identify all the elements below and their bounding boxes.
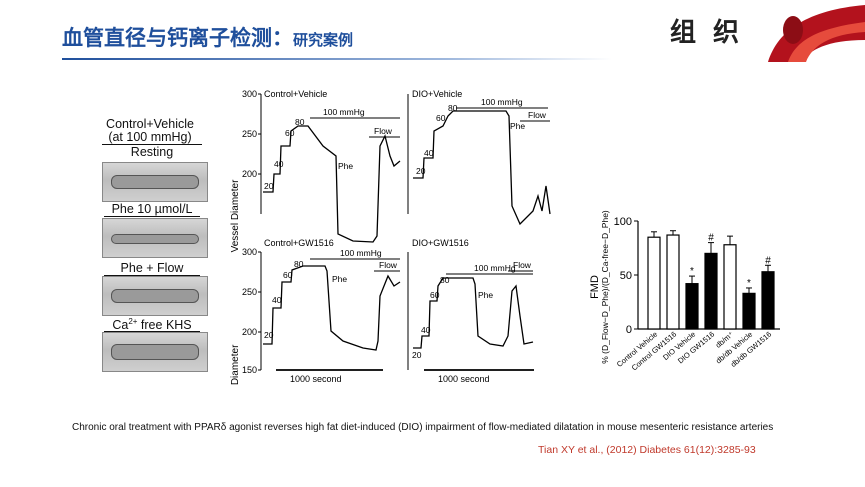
divider — [102, 144, 202, 145]
step-label: 40 — [274, 159, 284, 169]
slide-title-main: 血管直径与钙离子检测： — [62, 26, 293, 50]
trace-panel-control-vehicle: 300 250 200 Control+Vehicle 100 mmHg 20 … — [242, 89, 401, 243]
image-panel-title-1: Control+Vehicle — [106, 117, 194, 131]
flow-label: Flow — [374, 126, 393, 136]
vessel-image-ca-free — [102, 332, 208, 372]
tick: 300 — [242, 89, 257, 99]
tick: 300 — [242, 247, 257, 257]
trace-panel-dio-gw1516: DIO+GW1516 100 mmHg 20 40 60 80 Phe Flow… — [407, 238, 534, 384]
step-label: 80 — [448, 103, 458, 113]
image-label-ca-free: Ca2+ free KHS — [112, 317, 192, 333]
divider — [104, 275, 200, 276]
corner-label: 组 织 — [670, 18, 744, 48]
time-scale-label: 1000 second — [438, 374, 490, 384]
step-label: 40 — [421, 325, 431, 335]
bar — [723, 244, 737, 330]
vessel-image-phe-flow — [102, 276, 208, 316]
bar — [742, 292, 756, 330]
bar — [647, 236, 661, 330]
bar-y-tick-label: 0 — [626, 324, 632, 336]
bar-y-tick-label: 50 — [620, 270, 632, 282]
step-label: 40 — [272, 295, 282, 305]
pressure-label: 100 mmHg — [481, 97, 523, 107]
panel-title: Control+GW1516 — [264, 238, 334, 248]
step-label: 20 — [264, 181, 274, 191]
step-label: 60 — [285, 128, 295, 138]
pressure-label: 100 mmHg — [323, 107, 365, 117]
slide-title: 血管直径与钙离子检测：研究案例 — [62, 22, 353, 52]
tick: 250 — [242, 129, 257, 139]
vessel-logo-icon — [768, 5, 865, 62]
title-underline — [62, 58, 612, 60]
citation: Tian XY et al., (2012) Diabetes 61(12):3… — [538, 444, 756, 456]
image-label-phe-flow: Phe + Flow — [120, 261, 184, 275]
divider — [104, 331, 200, 332]
diameter-traces: Vessel Diameter Vessel Diameter 300 250 … — [230, 89, 551, 386]
flow-label: Flow — [528, 110, 547, 120]
tick: 200 — [242, 169, 257, 179]
pressure-label: 100 mmHg — [474, 263, 516, 273]
bar-ylabel-formula: % (D_Flow−D_Phe)/(D_Ca-free−D_Phe) — [600, 210, 610, 364]
tick: 200 — [242, 327, 257, 337]
significance-mark: # — [765, 255, 771, 266]
fmd-bar-chart: FMD % (D_Flow−D_Phe)/(D_Ca-free−D_Phe) 1… — [589, 210, 780, 372]
step-label: 80 — [440, 275, 450, 285]
tick: 150 — [242, 365, 257, 375]
bar-y-tick-label: 100 — [614, 216, 632, 228]
pressure-label: 100 mmHg — [340, 248, 382, 258]
step-label: 60 — [283, 270, 293, 280]
vessel-image-phe — [102, 218, 208, 258]
panel-title: Control+Vehicle — [264, 89, 327, 99]
trace-ylabel-top: Vessel Diameter — [230, 179, 241, 252]
trace-panel-control-gw1516: 300 250 200 150 Control+GW1516 100 mmHg … — [242, 238, 401, 384]
trace-ylabel-bottom: Vessel Diameter — [230, 344, 241, 386]
significance-mark: * — [747, 278, 751, 289]
phe-label: Phe — [332, 274, 347, 284]
step-label: 20 — [416, 166, 426, 176]
step-label: 20 — [264, 330, 274, 340]
step-label: 80 — [294, 259, 304, 269]
phe-label: Phe — [338, 161, 353, 171]
step-label: 60 — [436, 113, 446, 123]
trace-panel-dio-vehicle: DIO+Vehicle 100 mmHg 20 40 60 80 Phe Flo… — [407, 89, 551, 226]
bar — [761, 271, 775, 330]
step-label: 60 — [430, 290, 440, 300]
slide-title-sub: 研究案例 — [293, 31, 354, 49]
bar — [666, 234, 680, 330]
time-scale-label: 1000 second — [290, 374, 342, 384]
image-label-resting: Resting — [130, 145, 174, 159]
panel-title: DIO+Vehicle — [412, 89, 462, 99]
phe-label: Phe — [510, 121, 525, 131]
image-panel-title-2: (at 100 mmHg) — [108, 130, 192, 144]
image-label-phe: Phe 10 µmol/L — [111, 202, 193, 216]
bar — [704, 252, 718, 330]
figure-caption: Chronic oral treatment with PPARδ agonis… — [72, 422, 774, 433]
step-label: 80 — [295, 117, 305, 127]
step-label: 40 — [424, 148, 434, 158]
significance-mark: # — [708, 233, 714, 244]
phe-label: Phe — [478, 290, 493, 300]
divider — [104, 216, 200, 217]
panel-title: DIO+GW1516 — [412, 238, 469, 248]
tick: 250 — [242, 287, 257, 297]
step-label: 20 — [412, 350, 422, 360]
bar — [685, 283, 699, 330]
bar-ylabel-main: FMD — [589, 275, 601, 299]
vessel-image-resting — [102, 162, 208, 202]
flow-label: Flow — [513, 260, 532, 270]
significance-mark: * — [690, 266, 694, 277]
flow-label: Flow — [379, 260, 398, 270]
